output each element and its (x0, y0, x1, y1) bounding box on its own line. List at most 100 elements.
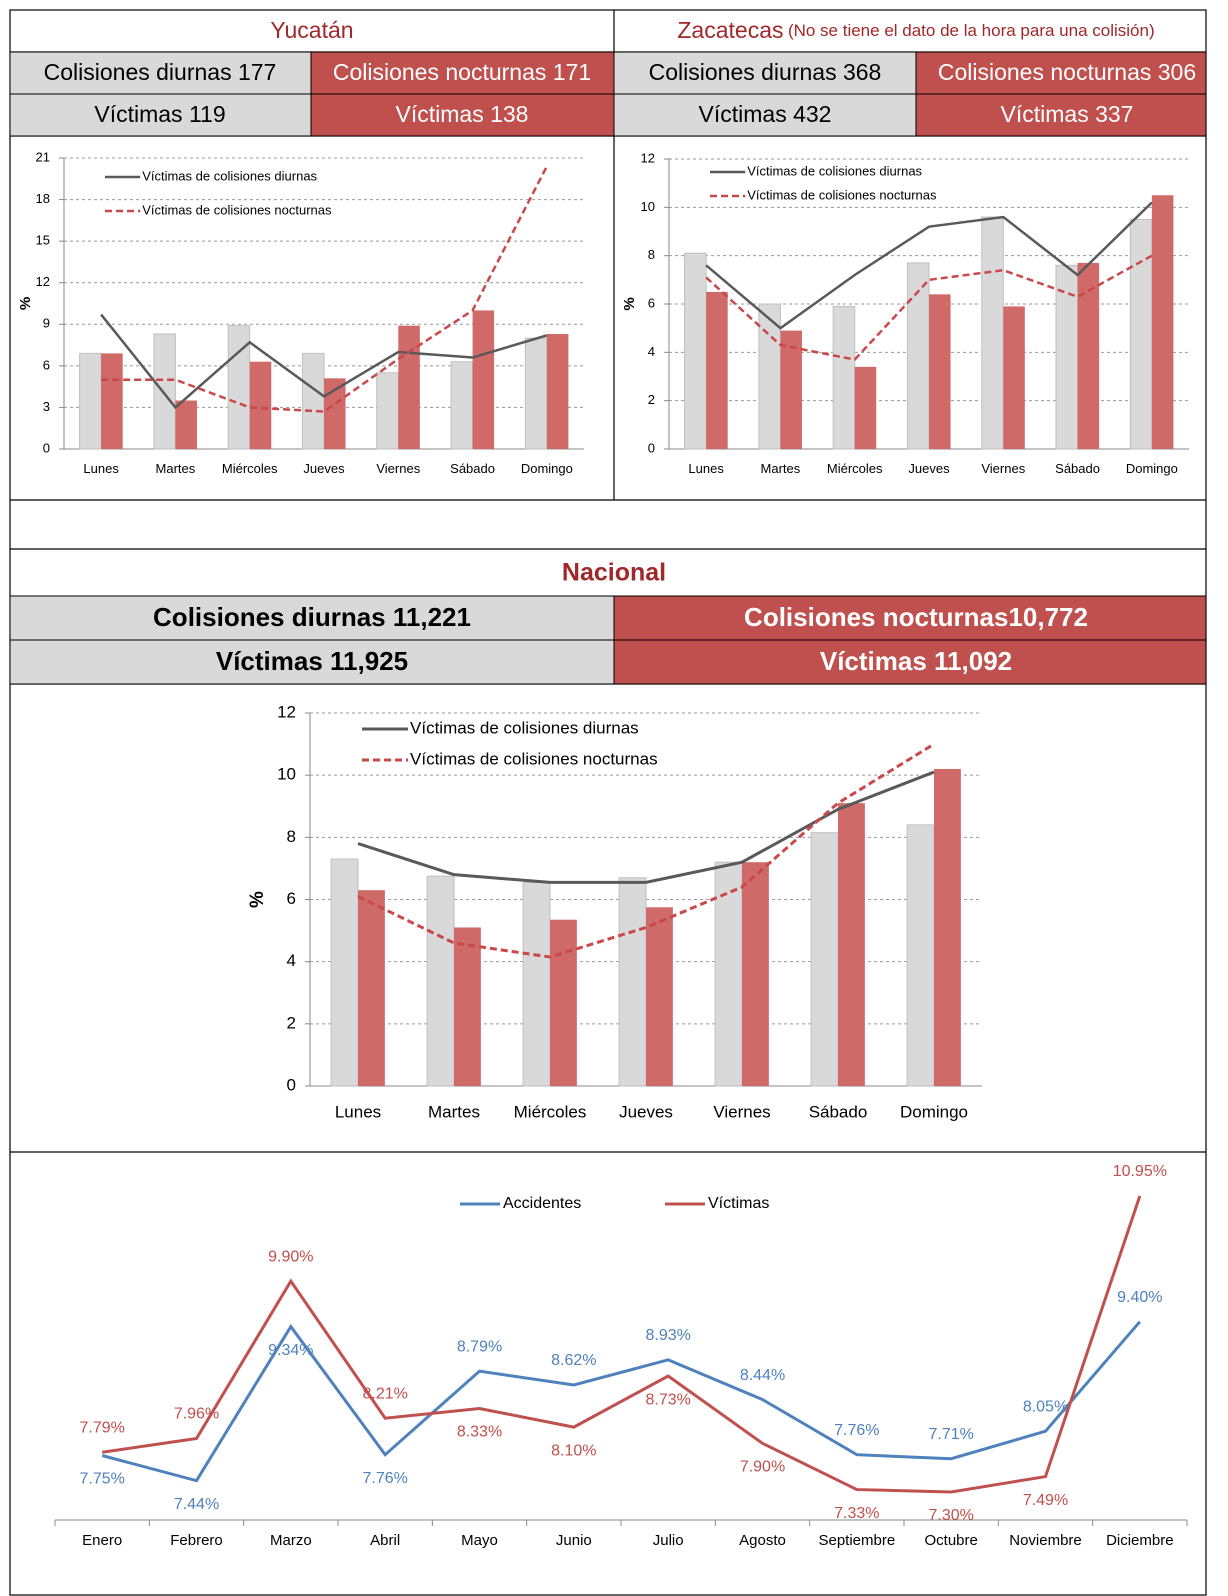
data-label: 8.62% (551, 1352, 596, 1369)
bar (810, 832, 839, 1087)
x-tick-label: Martes (156, 461, 196, 476)
x-tick-label: Enero (82, 1532, 122, 1549)
x-tick-label: Abril (370, 1532, 400, 1549)
x-tick-label: Sábado (809, 1103, 868, 1122)
data-label: 9.34% (268, 1342, 313, 1359)
x-tick-label: Febrero (170, 1532, 223, 1549)
data-label: 7.44% (174, 1496, 219, 1513)
data-label: 8.05% (1023, 1398, 1068, 1415)
cell: Víctimas 337 (1001, 101, 1134, 127)
x-tick-label: Mayo (461, 1532, 498, 1549)
y-tick-label: 0 (287, 1075, 296, 1094)
bar (981, 216, 1004, 450)
line (357, 770, 935, 884)
x-tick-label: Lunes (83, 461, 119, 476)
x-tick-label: Miércoles (514, 1103, 587, 1122)
data-label: 8.21% (362, 1385, 407, 1402)
bar (1003, 306, 1025, 449)
note: (No se tiene el dato de la hora para una… (788, 21, 1155, 40)
y-tick-label: 9 (43, 316, 50, 331)
y-tick-label: 10 (277, 765, 296, 784)
data-label: 10.95% (1113, 1163, 1167, 1180)
bar (929, 294, 951, 449)
bar (1151, 195, 1174, 449)
bar (742, 862, 769, 1086)
y-tick-label: 6 (648, 295, 655, 310)
x-tick-label: Agosto (739, 1532, 786, 1549)
y-tick-label: 15 (36, 233, 50, 248)
bar (454, 927, 481, 1086)
bar (398, 325, 420, 449)
line (705, 254, 1153, 361)
cell: Colisiones nocturnas 306 (938, 59, 1196, 85)
y-tick-label: 2 (287, 1013, 296, 1032)
bar (426, 875, 455, 1087)
legend-label: Víctimas de colisiones nocturnas (747, 187, 937, 202)
x-tick-label: Lunes (688, 461, 724, 476)
x-tick-label: Martes (428, 1103, 480, 1122)
data-label: 7.79% (79, 1419, 124, 1436)
line (101, 1195, 1142, 1494)
cell: Víctimas 11,925 (216, 646, 408, 676)
y-tick-label: 6 (43, 357, 50, 372)
title: Zacatecas (677, 17, 783, 43)
x-tick-label: Domingo (900, 1103, 968, 1122)
x-tick-label: Viernes (981, 461, 1025, 476)
bar (324, 378, 346, 449)
x-tick-label: Jueves (908, 461, 950, 476)
x-tick-label: Julio (653, 1532, 684, 1549)
y-tick-label: 3 (43, 399, 50, 414)
bar (376, 372, 399, 450)
cell: Colisiones diurnas 177 (44, 59, 277, 85)
legend-label: Víctimas (708, 1195, 769, 1212)
data-label: 8.93% (645, 1327, 690, 1344)
section-title: Zacatecas (No se tiene el dato de la hor… (677, 17, 1154, 43)
y-tick-label: 10 (641, 199, 655, 214)
frame (9, 9, 1207, 1596)
y-tick-label: 6 (287, 889, 296, 908)
x-tick-label: Martes (761, 461, 801, 476)
bar (646, 907, 673, 1086)
x-tick-label: Septiembre (818, 1532, 895, 1549)
bar (714, 861, 743, 1087)
bar (854, 366, 877, 449)
x-tick-label: Jueves (619, 1103, 673, 1122)
cell: Víctimas 138 (396, 101, 529, 127)
cell: Colisiones nocturnas 171 (333, 59, 591, 85)
bar (1077, 262, 1100, 449)
bar (175, 400, 197, 449)
x-tick-label: Miércoles (222, 461, 278, 476)
bar (780, 330, 802, 449)
bar (618, 877, 647, 1087)
data-label: 8.44% (740, 1367, 785, 1384)
y-tick-label: 0 (648, 440, 655, 455)
legend-label: Víctimas de colisiones diurnas (142, 168, 317, 183)
cell: Víctimas 432 (699, 101, 832, 127)
line (705, 201, 1153, 330)
y-axis-label: % (247, 891, 268, 908)
data-label: 7.76% (362, 1470, 407, 1487)
bar (550, 919, 577, 1086)
data-label: 9.90% (268, 1248, 313, 1265)
bar (546, 333, 569, 449)
bar (249, 361, 272, 449)
x-tick-label: Lunes (335, 1103, 381, 1122)
bar (906, 824, 935, 1087)
x-tick-label: Junio (556, 1532, 592, 1549)
data-label: 8.10% (551, 1442, 596, 1459)
y-axis-label: % (621, 297, 638, 310)
data-label: 8.73% (645, 1391, 690, 1408)
bar (524, 337, 548, 450)
y-tick-label: 21 (36, 149, 50, 164)
bar (472, 310, 495, 449)
y-tick-label: 8 (648, 247, 655, 262)
data-label: 7.30% (928, 1507, 973, 1524)
bar (358, 890, 385, 1086)
x-tick-label: Viernes (376, 461, 420, 476)
data-label: 8.79% (457, 1338, 502, 1355)
bar (1055, 264, 1079, 450)
bar (101, 353, 123, 449)
bar (153, 333, 176, 450)
y-tick-label: 12 (641, 150, 655, 165)
